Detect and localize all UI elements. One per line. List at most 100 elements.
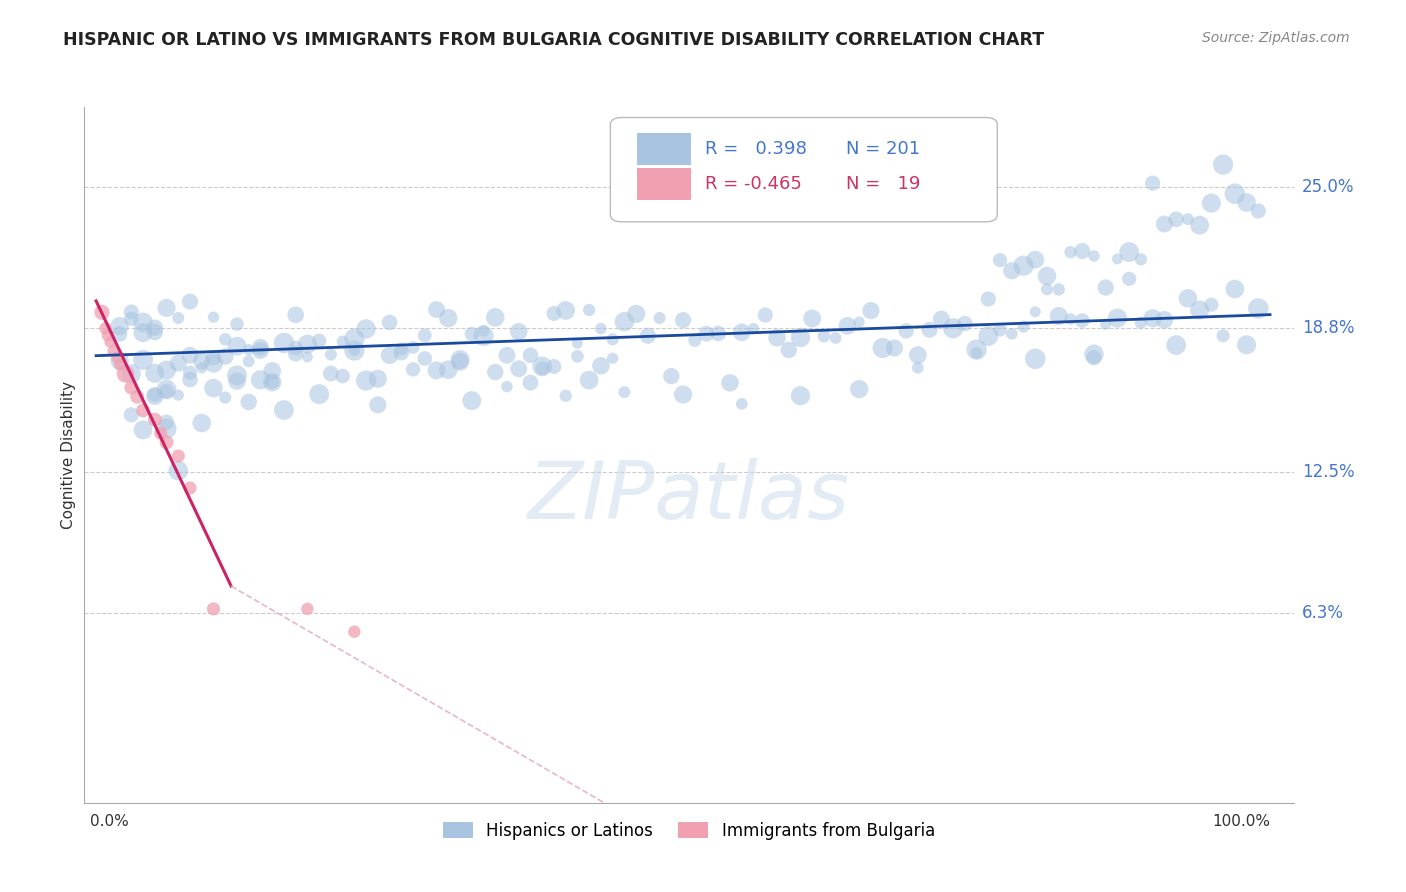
- Point: [848, 315, 870, 329]
- Point: [531, 361, 554, 376]
- Point: [602, 351, 624, 366]
- Point: [567, 336, 589, 351]
- Point: [202, 356, 225, 370]
- Point: [284, 308, 307, 322]
- Point: [837, 318, 859, 333]
- Point: [1118, 272, 1140, 286]
- Point: [249, 343, 271, 358]
- Point: [94, 321, 117, 335]
- Point: [508, 325, 530, 339]
- Point: [894, 324, 917, 338]
- Point: [496, 379, 519, 393]
- Point: [108, 358, 131, 372]
- Point: [105, 351, 128, 365]
- Point: [554, 303, 576, 318]
- Point: [425, 302, 447, 317]
- Point: [637, 328, 659, 343]
- Point: [190, 360, 212, 375]
- Point: [907, 348, 929, 362]
- Point: [977, 329, 1000, 343]
- Point: [1188, 218, 1211, 232]
- Point: [167, 311, 190, 326]
- Point: [132, 353, 155, 368]
- Point: [190, 354, 212, 368]
- Point: [343, 343, 366, 358]
- Point: [238, 395, 260, 409]
- Point: [179, 372, 201, 386]
- Point: [508, 361, 530, 376]
- Text: R =   0.398: R = 0.398: [704, 140, 807, 159]
- Point: [789, 330, 811, 344]
- Point: [683, 334, 706, 348]
- Point: [132, 326, 155, 340]
- Point: [1153, 313, 1175, 327]
- Point: [1201, 298, 1223, 312]
- Point: [143, 412, 166, 426]
- Point: [389, 342, 412, 356]
- Point: [813, 329, 835, 343]
- Point: [226, 374, 249, 388]
- Point: [214, 391, 236, 405]
- Point: [1001, 326, 1024, 341]
- Point: [1212, 158, 1234, 172]
- Point: [308, 334, 330, 348]
- Point: [273, 335, 295, 350]
- Point: [120, 311, 142, 326]
- Point: [942, 321, 965, 335]
- Point: [1166, 212, 1188, 227]
- Y-axis label: Cognitive Disability: Cognitive Disability: [60, 381, 76, 529]
- Point: [953, 317, 976, 331]
- Point: [378, 348, 401, 362]
- Point: [1236, 195, 1258, 210]
- Point: [519, 348, 541, 362]
- Point: [155, 384, 177, 398]
- Point: [202, 351, 225, 365]
- Point: [977, 292, 1000, 306]
- Point: [1177, 291, 1199, 305]
- Point: [143, 366, 166, 380]
- Point: [1247, 301, 1270, 316]
- Point: [1083, 249, 1105, 263]
- Point: [202, 602, 225, 616]
- Point: [484, 310, 506, 325]
- Point: [155, 415, 177, 429]
- Point: [1024, 351, 1046, 366]
- Point: [308, 387, 330, 401]
- Point: [413, 328, 436, 343]
- Point: [343, 343, 366, 358]
- Point: [108, 353, 131, 368]
- Point: [284, 341, 307, 355]
- Point: [226, 368, 249, 383]
- Point: [449, 352, 471, 367]
- Point: [567, 350, 589, 364]
- Point: [262, 364, 284, 378]
- Point: [179, 366, 201, 380]
- Point: [754, 308, 776, 322]
- Text: 100.0%: 100.0%: [1212, 814, 1270, 830]
- Point: [437, 362, 460, 376]
- Point: [425, 363, 447, 377]
- Point: [1107, 311, 1129, 326]
- Text: N =   19: N = 19: [846, 175, 921, 194]
- Point: [149, 426, 172, 441]
- Point: [554, 389, 576, 403]
- Point: [343, 624, 366, 639]
- Point: [132, 403, 155, 417]
- Text: R = -0.465: R = -0.465: [704, 175, 801, 194]
- Point: [284, 347, 307, 361]
- Text: Source: ZipAtlas.com: Source: ZipAtlas.com: [1202, 31, 1350, 45]
- Point: [155, 301, 177, 315]
- Point: [484, 365, 506, 379]
- Point: [389, 345, 412, 359]
- Point: [143, 389, 166, 403]
- Point: [1059, 312, 1081, 326]
- Point: [1047, 309, 1070, 323]
- Point: [613, 315, 636, 329]
- Point: [1083, 347, 1105, 361]
- Point: [461, 326, 484, 341]
- Text: N = 201: N = 201: [846, 140, 921, 159]
- Point: [108, 319, 131, 334]
- Point: [402, 341, 425, 355]
- Point: [1212, 328, 1234, 343]
- Point: [1153, 217, 1175, 231]
